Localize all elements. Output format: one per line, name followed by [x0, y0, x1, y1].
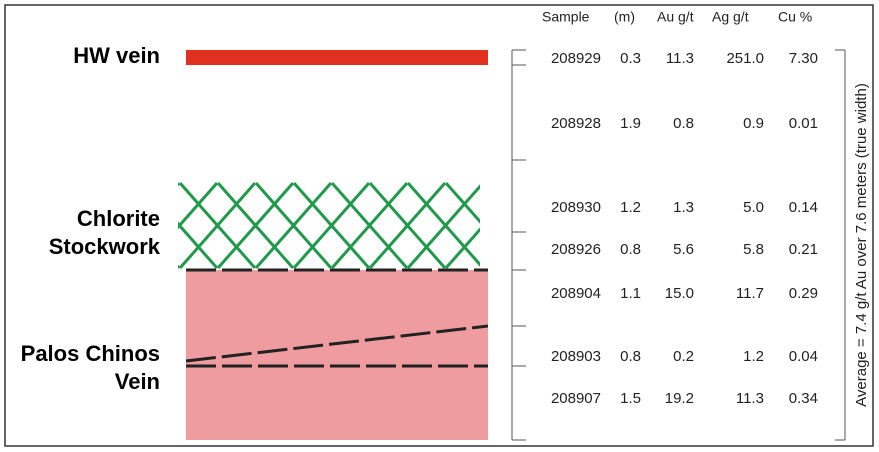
table-cell: 1.1	[620, 285, 641, 302]
table-cell: 251.0	[726, 50, 764, 67]
table-cell: 5.0	[743, 199, 764, 216]
zone-label: Chlorite	[77, 206, 160, 231]
zone-label: HW vein	[73, 43, 160, 68]
column-header: Ag g/t	[712, 9, 749, 25]
table-cell: 19.2	[665, 390, 694, 407]
hatch-line	[444, 227, 480, 269]
hatch-line	[254, 182, 333, 269]
table-cell: 0.01	[789, 115, 818, 132]
table-cell: 7.30	[789, 50, 818, 67]
table-cell: 0.3	[620, 50, 641, 67]
table-cell: 0.04	[789, 348, 818, 365]
table-cell: 1.9	[620, 115, 641, 132]
sample-bracket	[511, 49, 526, 441]
zone-label: Stockwork	[49, 234, 161, 259]
hatch-line	[178, 182, 257, 269]
column-header: (m)	[614, 9, 635, 25]
table-cell: 0.21	[789, 241, 818, 258]
hatch-line	[444, 182, 480, 224]
average-bracket	[835, 49, 846, 441]
table-cell: 1.5	[620, 390, 641, 407]
column-header: Sample	[542, 9, 590, 25]
table-cell: 208930	[551, 199, 601, 216]
table-cell: 0.29	[789, 285, 818, 302]
table-cell: 11.7	[736, 285, 764, 302]
table-cell: 208926	[551, 241, 601, 258]
contact-line	[185, 324, 489, 363]
table-cell: 1.2	[743, 348, 764, 365]
hw-vein-bar	[186, 50, 488, 65]
column-header: Cu %	[778, 9, 812, 25]
hatch-line	[216, 182, 295, 269]
table-cell: 0.14	[789, 199, 818, 216]
stockwork-hatch	[178, 182, 480, 269]
table-cell: 0.8	[620, 241, 641, 258]
table-cell: 0.34	[789, 390, 818, 407]
table-cell: 0.2	[673, 348, 694, 365]
column-header: Au g/t	[657, 9, 694, 25]
table-cell: 0.8	[620, 348, 641, 365]
zone-label: Palos Chinos	[21, 341, 160, 366]
table-cell: 5.6	[673, 241, 694, 258]
side-note: Average = 7.4 g/t Au over 7.6 meters (tr…	[853, 83, 870, 407]
table-cell: 208903	[551, 348, 601, 365]
hatch-line	[368, 182, 447, 269]
table-cell: 15.0	[665, 285, 694, 302]
table-cell: 208907	[551, 390, 601, 407]
table-cell: 1.2	[620, 199, 641, 216]
table-cell: 208929	[551, 50, 601, 67]
dashed-contacts	[185, 268, 489, 368]
table-cell: 1.3	[673, 199, 694, 216]
table-cell: 5.8	[743, 241, 764, 258]
table-cell: 11.3	[736, 390, 764, 407]
hatch-line	[292, 182, 371, 269]
hatch-line	[406, 184, 480, 269]
table-cell: 0.9	[743, 115, 764, 132]
table-cell: 208928	[551, 115, 601, 132]
hatch-line	[178, 182, 219, 230]
table-cell: 208904	[551, 285, 601, 302]
table-cell: 0.8	[673, 115, 694, 132]
hatch-line	[330, 182, 409, 269]
table-cell: 11.3	[666, 50, 694, 67]
zone-label: Vein	[115, 369, 160, 394]
